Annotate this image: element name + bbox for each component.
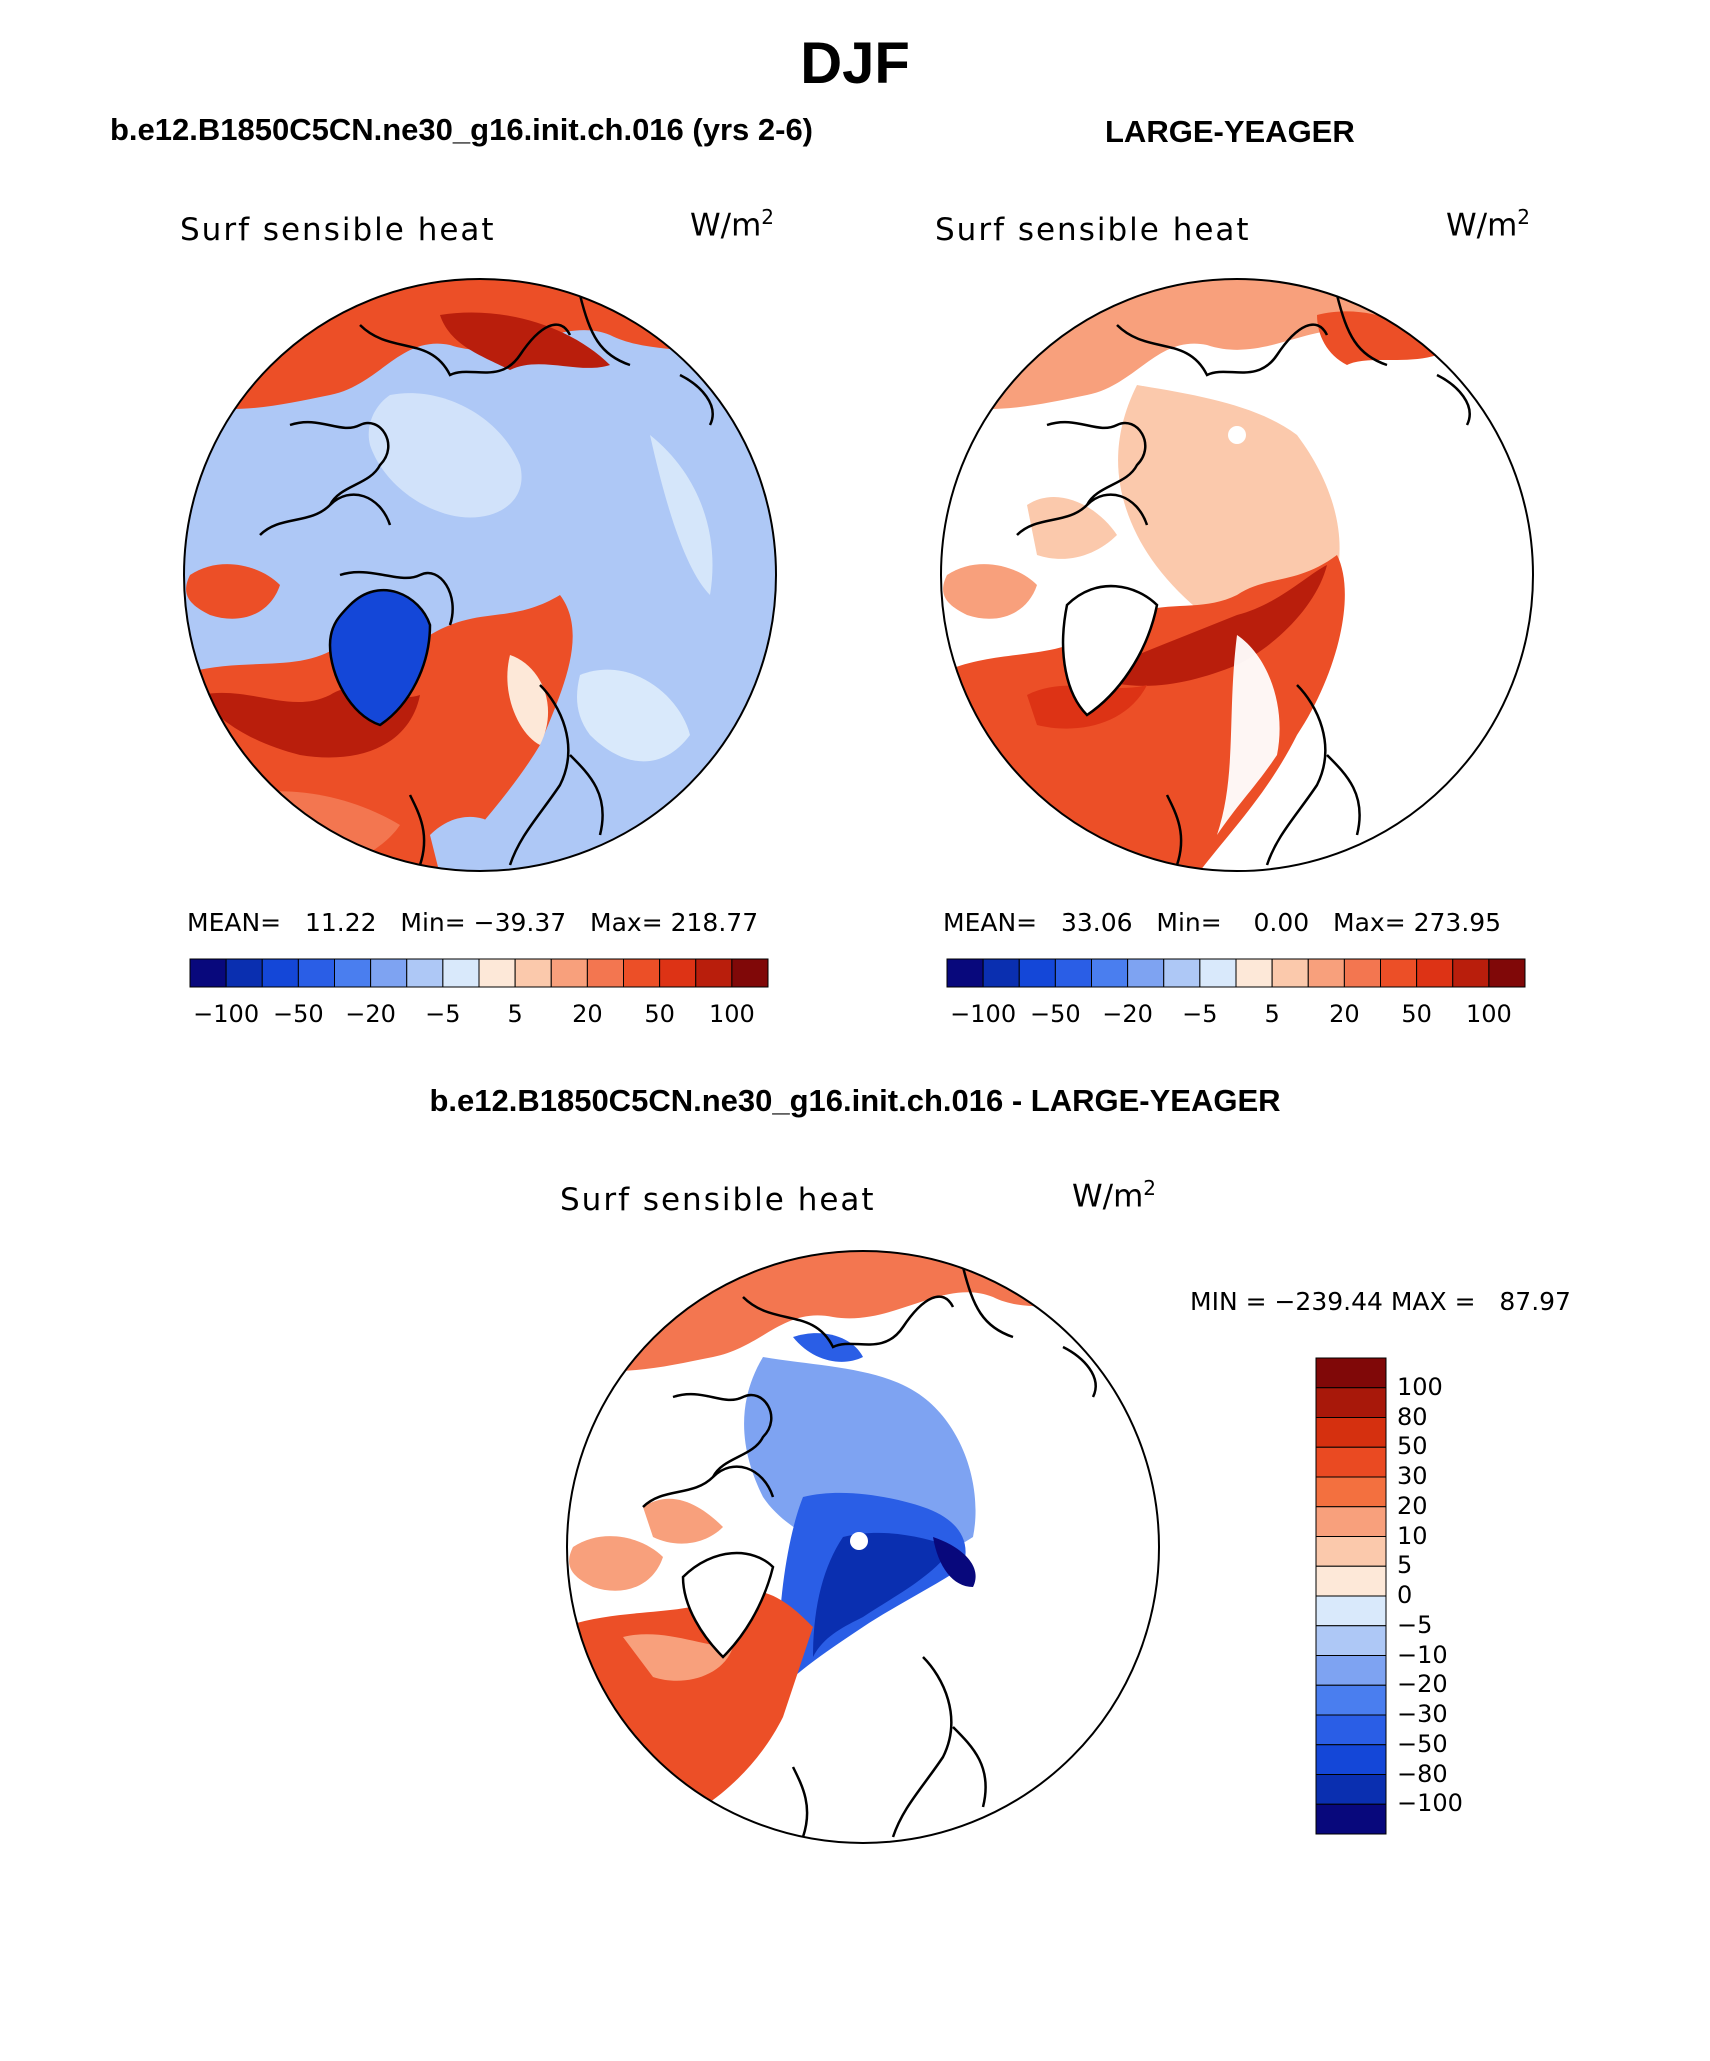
diff-minmax: MIN = −239.44 MAX = 87.97 [1190,1287,1571,1316]
diff-colorbar-tick-label: 50 [1397,1432,1428,1461]
colorbar-tick-label: −5 [1182,1000,1218,1028]
diff-colorbar-tick-label: −10 [1397,1640,1448,1669]
diff-colorbar-swatch [1315,1565,1387,1597]
diff-colorbar-swatch [1315,1803,1387,1835]
panel1-map [183,278,777,872]
cbar1-swatch [586,958,624,988]
cbar1-swatch [695,958,733,988]
diff-colorbar-tick-label: 30 [1397,1462,1428,1490]
panel1-case-title: b.e12.B1850C5CN.ne30_g16.init.ch.016 (yr… [110,112,814,147]
diff-colorbar [1315,1357,1387,1835]
diff-colorbar-swatch [1315,1417,1387,1448]
colorbar-tick-label: −100 [193,1000,260,1028]
panel1-units: W/m2 [690,205,775,244]
cbar1-swatch [406,958,444,988]
diff-colorbar-swatch [1315,1506,1387,1537]
cbar2-swatch [1127,958,1165,988]
colorbar-tick-label: −5 [425,1000,461,1028]
diff-colorbar-swatch [1315,1655,1387,1686]
cbar1-swatch [659,958,697,988]
panel2-units: W/m2 [1446,205,1531,244]
diff-colorbar-tick-label: −20 [1397,1670,1448,1699]
cbar2-swatch [1271,958,1309,988]
cbar1-swatch [442,958,480,988]
diff-colorbar-tick-label: −30 [1397,1700,1448,1728]
cbar2-swatch [946,958,984,988]
diff-colorbar-swatch [1315,1714,1387,1746]
diff-colorbar-tick-label: −80 [1397,1759,1448,1788]
cbar2-swatch [1018,958,1056,988]
colorbar-tick-label: 20 [572,1000,603,1028]
cbar1-swatch [297,958,335,988]
colorbar-tick-label: −20 [1102,1000,1153,1028]
cbar1-swatch [225,958,263,988]
cbar1-swatch [550,958,588,988]
panel1-colorbar [189,958,769,988]
diff-units: W/m2 [1072,1176,1157,1215]
colorbar-tick-label: 50 [644,1000,675,1028]
diff-colorbar-swatch [1315,1536,1387,1567]
diff-map [566,1250,1160,1844]
diff-colorbar-swatch [1315,1357,1387,1389]
colorbar-tick-label: 5 [507,1000,523,1028]
panel2-variable-label: Surf sensible heat [935,212,1251,248]
panel1-variable-label: Surf sensible heat [180,212,496,248]
diff-colorbar-tick-label: 20 [1397,1491,1428,1520]
cbar1-swatch [731,958,769,988]
diff-variable-label: Surf sensible heat [560,1182,876,1218]
cbar2-swatch [1235,958,1273,988]
cbar1-swatch [189,958,227,988]
diff-colorbar-swatch [1315,1774,1387,1805]
cbar1-swatch [370,958,408,988]
cbar1-swatch [514,958,552,988]
diff-colorbar-tick-label: −5 [1397,1610,1433,1639]
panel2-colorbar [946,958,1526,988]
diff-case-title: b.e12.B1850C5CN.ne30_g16.init.ch.016 - L… [429,1083,1281,1118]
diff-colorbar-swatch [1315,1476,1387,1508]
cbar1-swatch [623,958,661,988]
colorbar-tick-label: 50 [1401,1000,1432,1028]
panel2-map [940,278,1534,872]
cbar1-swatch [334,958,372,988]
cbar2-swatch [1163,958,1201,988]
diff-colorbar-tick-label: 80 [1397,1402,1428,1431]
colorbar-tick-label: 100 [708,1000,755,1028]
diff-colorbar-tick-label: −100 [1397,1789,1463,1818]
diff-colorbar-tick-label: 100 [1397,1372,1443,1401]
cbar1-swatch [261,958,299,988]
diff-colorbar-swatch [1315,1684,1387,1716]
diff-colorbar-swatch [1315,1446,1387,1478]
cbar2-swatch [1199,958,1237,988]
diff-colorbar-tick-label: 10 [1397,1521,1428,1550]
cbar2-swatch [1380,958,1418,988]
panel2-stats: MEAN= 33.06 Min= 0.00 Max= 273.95 [943,908,1502,937]
diff-colorbar-tick-label: 5 [1397,1551,1413,1580]
diff-colorbar-tick-label: 0 [1397,1581,1413,1609]
diff-colorbar-swatch [1315,1625,1387,1656]
cbar2-swatch [1091,958,1129,988]
panel2-case-title: LARGE-YEAGER [1105,114,1355,149]
main-title: DJF [800,31,910,96]
diff-colorbar-swatch [1315,1744,1387,1775]
cbar2-swatch [1488,958,1526,988]
cbar2-swatch [1054,958,1092,988]
colorbar-tick-label: −50 [273,1000,324,1028]
colorbar-tick-label: −100 [950,1000,1017,1028]
colorbar-tick-label: 5 [1264,1000,1280,1028]
colorbar-tick-label: 20 [1329,1000,1360,1028]
cbar2-swatch [1452,958,1490,988]
cbar2-swatch [1307,958,1345,988]
diff-colorbar-swatch [1315,1595,1387,1627]
diff-colorbar-tick-label: −50 [1397,1729,1448,1758]
cbar1-swatch [478,958,516,988]
cbar2-swatch [1416,958,1454,988]
colorbar-tick-label: 100 [1465,1000,1512,1028]
cbar2-swatch [982,958,1020,988]
colorbar-tick-label: −20 [345,1000,396,1028]
colorbar-tick-label: −50 [1030,1000,1081,1028]
diff-colorbar-swatch [1315,1387,1387,1418]
panel1-stats: MEAN= 11.22 Min= −39.37 Max= 218.77 [187,908,759,937]
cbar2-swatch [1343,958,1381,988]
